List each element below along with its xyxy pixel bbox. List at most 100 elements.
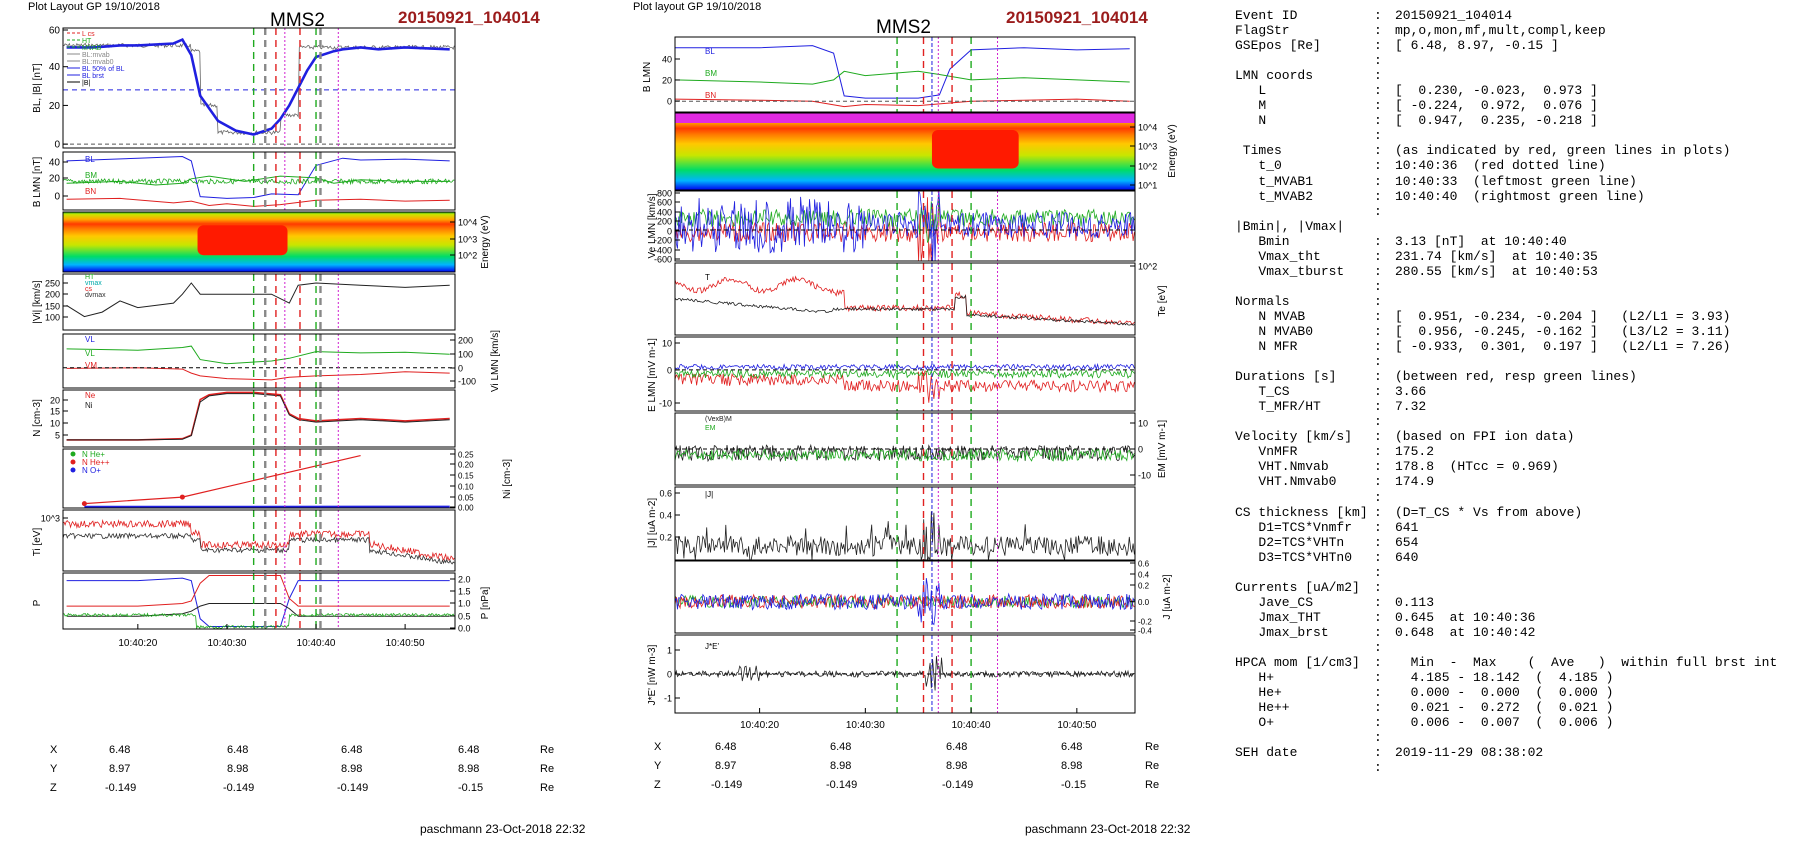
- summary-line: L: [ 0.230, -0.023, 0.973 ]: [1235, 83, 1800, 98]
- y-axis-title: BL, |B| [nT]: [32, 63, 43, 113]
- y-tick-label: 10^4: [1138, 123, 1157, 133]
- series-trace: [62, 532, 455, 565]
- series-label: BM: [705, 69, 717, 78]
- series-trace: [62, 519, 455, 561]
- y-axis-title: J [uA m-2]: [1162, 574, 1173, 619]
- legend-label: N He+: [82, 450, 105, 459]
- spectrogram-hot-region: [931, 129, 1019, 169]
- summary-colon: :: [1374, 639, 1382, 655]
- y-tick-label: 5: [55, 431, 60, 441]
- summary-value: 20150921_104014: [1395, 8, 1513, 23]
- summary-value: 175.2: [1395, 444, 1435, 460]
- panel-frame: [674, 336, 1136, 412]
- summary-line: T_CS:3.66: [1235, 384, 1800, 399]
- x-tick-label: 10:40:50: [1057, 720, 1096, 731]
- summary-key: Vmax_tht: [1235, 248, 1321, 264]
- y-tick-label: 0.15: [458, 472, 474, 481]
- y-axis-title: E LMN [mV m-1]: [647, 338, 658, 412]
- pos-value: 6.48: [830, 741, 852, 753]
- series-line-ne: [66, 391, 450, 441]
- y-tick-label: 10: [1138, 419, 1148, 429]
- series-label: T: [705, 273, 710, 282]
- y-tick-label: 200: [657, 217, 672, 227]
- legend-label: HT: [85, 274, 95, 281]
- x-tick-label: 10:40:40: [297, 638, 336, 649]
- y-tick-label: 0.2: [659, 533, 672, 543]
- right-plot-header: Plot layout GP 19/10/2018: [633, 1, 762, 13]
- summary-colon: :: [1374, 113, 1382, 129]
- legend-label: N O+: [82, 466, 101, 475]
- pos-value: 8.98: [341, 763, 363, 775]
- legend-label: HT: [82, 38, 92, 45]
- summary-colon: :: [1374, 8, 1382, 23]
- summary-colon: :: [1374, 730, 1382, 746]
- series-label: BN: [85, 187, 96, 196]
- pos-unit: Re: [1145, 741, 1160, 753]
- x-tick-label: 10:40:20: [118, 638, 157, 649]
- summary-colon: :: [1374, 474, 1382, 490]
- y-tick-label: -200: [654, 236, 672, 246]
- panel-frame: [62, 211, 456, 273]
- summary-key: FlagStr: [1235, 23, 1290, 39]
- summary-value: Min - Max ( Ave ) within full brst int: [1395, 655, 1778, 671]
- series-trace: [674, 362, 1135, 371]
- y-tick-label: -0.2: [1138, 618, 1152, 627]
- summary-value: 280.55 [km/s] at 10:40:53: [1395, 263, 1598, 279]
- summary-colon: :: [1374, 564, 1382, 580]
- y-tick-label: 200: [458, 336, 473, 346]
- pos-unit: Re: [1145, 779, 1160, 791]
- summary-line: Velocity [km/s]: (based on FPI ion data): [1235, 429, 1800, 444]
- legend-label: BL 50% of BL: [82, 66, 125, 73]
- panel-frame: [62, 333, 456, 389]
- right-position-table: X 6.48 6.48 6.48 6.48 Re Y 8.97 8.98 8.9…: [648, 741, 1168, 798]
- summary-value: 174.9: [1395, 474, 1435, 490]
- summary-value: [ -0.224, 0.972, 0.076 ]: [1395, 98, 1598, 114]
- summary-line: :: [1235, 53, 1800, 68]
- summary-colon: :: [1374, 549, 1382, 565]
- pos-unit: Re: [540, 782, 555, 794]
- y-axis-title: |Vi| [km/s]: [32, 280, 43, 324]
- y-tick-label: 0.2: [1138, 582, 1150, 591]
- summary-line: VnMFR:175.2: [1235, 444, 1800, 459]
- panel-j-dot-e: 1 0 -1 J*E' [nW m-3] J*E': [647, 634, 1136, 714]
- summary-colon: :: [1374, 323, 1382, 339]
- summary-colon: :: [1374, 158, 1382, 174]
- summary-key: t_0: [1235, 158, 1282, 174]
- y-tick-label: 0: [667, 670, 672, 680]
- summary-colon: :: [1374, 579, 1382, 595]
- series-trace: [674, 294, 1135, 326]
- summary-key: T_MFR/HT: [1235, 399, 1321, 415]
- summary-value: 7.32: [1395, 399, 1427, 415]
- y-axis-title: B LMN: [642, 62, 653, 93]
- y-axis-title: |J| [uA m-2]: [647, 498, 658, 548]
- pos-value: 6.48: [227, 744, 249, 756]
- spectrogram-hot-region: [197, 225, 288, 256]
- summary-key: N: [1235, 113, 1267, 129]
- y-tick-label: -10: [659, 399, 672, 409]
- panel-ion-spectrogram: 10^4 10^3 10^2 Energy (eV): [62, 211, 491, 273]
- panel-frame: [62, 389, 456, 448]
- summary-value: [ 0.956, -0.245, -0.162 ] (L3/L2 = 3.11): [1395, 323, 1731, 339]
- pos-row-x: X 6.48 6.48 6.48 6.48 Re: [44, 744, 564, 763]
- summary-line: N MVAB0: [ 0.956, -0.245, -0.162 ] (L3/L2…: [1235, 324, 1800, 339]
- y-axis-title: Ti [eV]: [32, 528, 43, 557]
- series-trace: [62, 612, 455, 630]
- y-tick-label: 0.4: [1138, 571, 1150, 580]
- y-tick-label: 0.20: [458, 461, 474, 470]
- y-tick-label: 10^4: [458, 218, 477, 228]
- summary-colon: :: [1374, 369, 1382, 385]
- pos-value: 6.48: [341, 744, 363, 756]
- summary-value: 0.648 at 10:40:42: [1395, 624, 1536, 640]
- summary-value: 654: [1395, 534, 1419, 550]
- series-label: VL: [85, 335, 95, 344]
- y-tick-label: 600: [657, 198, 672, 208]
- series-trace: [674, 190, 1135, 262]
- summary-key: O+: [1235, 715, 1275, 731]
- summary-value: 2019-11-29 08:38:02: [1395, 745, 1544, 761]
- summary-colon: :: [1374, 670, 1382, 686]
- summary-colon: :: [1374, 685, 1382, 701]
- summary-key: He+: [1235, 685, 1282, 701]
- summary-key: Jmax_THT: [1235, 609, 1321, 625]
- summary-value: 0.113: [1395, 594, 1435, 610]
